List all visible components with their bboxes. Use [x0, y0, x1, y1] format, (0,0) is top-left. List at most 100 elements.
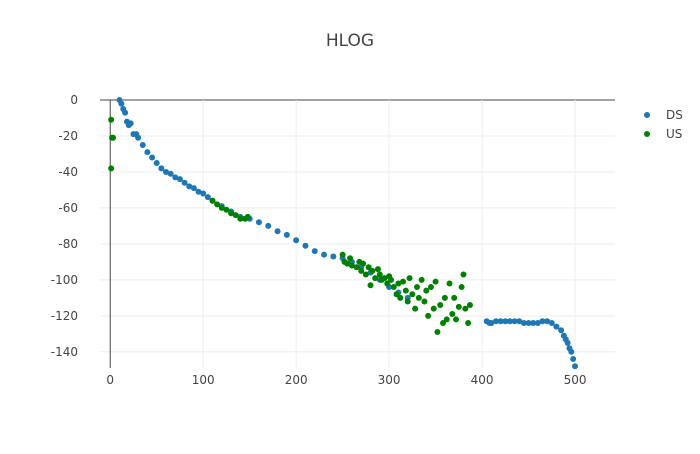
point — [127, 120, 134, 127]
y-tick-label: -140 — [51, 345, 78, 359]
point — [204, 194, 211, 201]
point — [167, 170, 174, 177]
point — [255, 219, 262, 226]
point — [244, 213, 251, 220]
point — [358, 267, 365, 274]
point — [144, 149, 151, 156]
point — [108, 116, 115, 123]
point — [223, 206, 230, 213]
point — [530, 320, 537, 327]
point — [376, 271, 383, 278]
point — [409, 291, 416, 298]
point — [110, 134, 117, 141]
chart-title: HLOG — [326, 31, 374, 51]
point — [186, 183, 193, 190]
point — [570, 356, 577, 363]
point — [176, 176, 183, 183]
point — [451, 294, 458, 301]
point — [122, 109, 129, 116]
point — [339, 251, 346, 258]
point — [402, 287, 409, 294]
point — [347, 255, 354, 262]
point — [387, 276, 394, 283]
point — [153, 159, 160, 166]
point — [453, 316, 460, 323]
point — [139, 141, 146, 148]
y-tick-label: -100 — [51, 273, 78, 287]
x-tick-label: 100 — [192, 373, 215, 387]
point — [427, 284, 434, 291]
point — [418, 276, 425, 283]
legend-marker — [644, 112, 650, 118]
point — [163, 168, 170, 175]
point — [466, 302, 473, 309]
point — [393, 291, 400, 298]
point — [384, 280, 391, 287]
point — [458, 284, 465, 291]
point — [413, 284, 420, 291]
point — [406, 275, 413, 282]
point — [372, 275, 379, 282]
point — [425, 312, 432, 319]
point — [190, 185, 197, 192]
point — [365, 264, 372, 271]
point — [108, 165, 115, 172]
y-tick-label: 0 — [70, 93, 78, 107]
point — [228, 210, 235, 217]
point — [293, 237, 300, 244]
point — [548, 320, 555, 327]
point — [200, 190, 207, 197]
point — [462, 305, 469, 312]
point — [369, 267, 376, 274]
point — [209, 197, 216, 204]
point — [344, 260, 351, 267]
point — [553, 323, 560, 330]
point — [353, 264, 360, 271]
point — [423, 287, 430, 294]
point — [520, 320, 527, 327]
point — [214, 201, 221, 208]
point — [404, 298, 411, 305]
point — [421, 298, 428, 305]
point — [525, 320, 532, 327]
point — [493, 318, 500, 325]
point — [460, 271, 467, 278]
point — [158, 165, 165, 172]
point — [449, 311, 456, 318]
point — [415, 294, 422, 301]
point — [348, 262, 355, 269]
point — [497, 318, 504, 325]
point — [274, 228, 281, 235]
point — [367, 282, 374, 289]
y-tick-label: -20 — [58, 129, 78, 143]
x-tick-label: 300 — [378, 373, 401, 387]
point — [441, 294, 448, 301]
point — [118, 100, 125, 107]
point — [446, 280, 453, 287]
point — [397, 294, 404, 301]
y-tick-label: -60 — [58, 201, 78, 215]
point — [434, 329, 441, 336]
y-tick-label: -120 — [51, 309, 78, 323]
point — [516, 318, 523, 325]
point — [430, 305, 437, 312]
legend-marker — [644, 131, 650, 137]
point — [381, 275, 388, 282]
point — [432, 278, 439, 285]
point — [362, 271, 369, 278]
y-tick-label: -40 — [58, 165, 78, 179]
x-tick-label: 0 — [106, 373, 114, 387]
point — [465, 320, 472, 327]
x-tick-label: 200 — [285, 373, 308, 387]
point — [265, 222, 272, 229]
point — [330, 253, 337, 260]
point — [544, 318, 551, 325]
point — [534, 320, 541, 327]
point — [488, 320, 495, 327]
point — [390, 284, 397, 291]
point — [395, 280, 402, 287]
point — [302, 242, 309, 249]
point — [564, 339, 571, 346]
point — [283, 231, 290, 238]
